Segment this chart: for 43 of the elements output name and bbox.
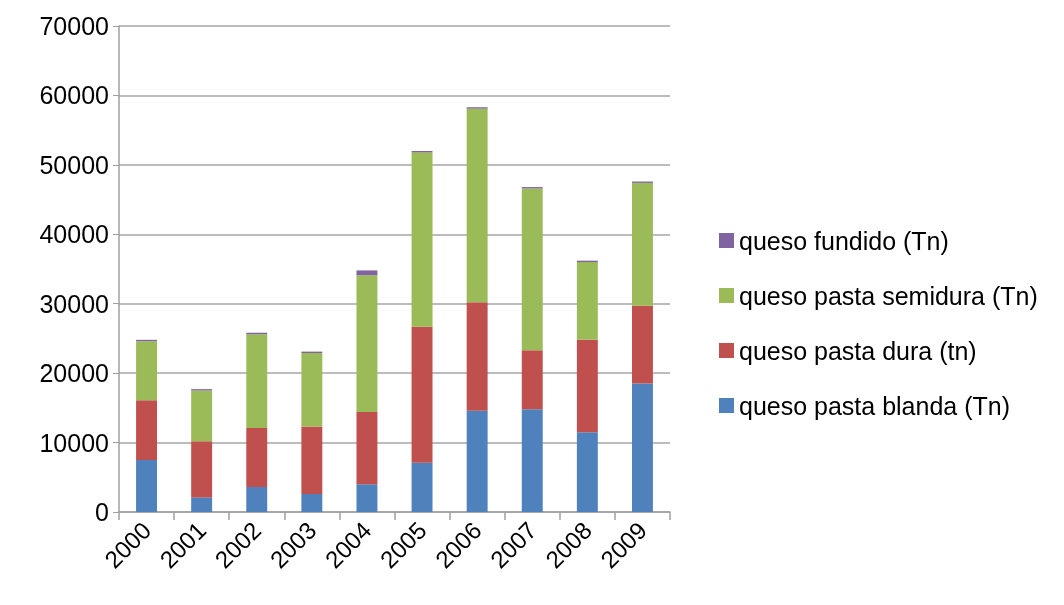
bar [246, 487, 268, 512]
legend-label: queso fundido (Tn) [739, 226, 949, 255]
bar [411, 152, 433, 327]
bar [246, 427, 268, 488]
bar [191, 441, 213, 498]
bar [356, 270, 378, 276]
y-tick-label: 0 [95, 498, 109, 526]
bar [521, 409, 543, 512]
bar [521, 188, 543, 351]
legend-label: queso pasta semidura (Tn) [739, 281, 1038, 310]
bar [136, 341, 158, 401]
legend-label: queso pasta blanda (Tn) [739, 391, 1011, 420]
bar [301, 493, 323, 512]
y-tick-label: 20000 [39, 359, 109, 388]
bar [356, 484, 378, 512]
bar [136, 400, 158, 460]
legend-label: queso pasta dura (tn) [739, 336, 977, 365]
bar [466, 108, 488, 303]
bar [356, 412, 378, 485]
bar [631, 305, 653, 384]
bar [411, 326, 433, 463]
y-tick-label: 50000 [39, 150, 109, 179]
bar [466, 302, 488, 411]
bar [136, 459, 158, 512]
bar [576, 432, 598, 512]
bar [521, 350, 543, 410]
y-tick-label: 70000 [39, 12, 109, 40]
y-tick-label: 60000 [39, 81, 109, 110]
bar [191, 497, 213, 512]
y-tick-label: 30000 [39, 289, 109, 318]
bar [301, 426, 323, 494]
bar [191, 390, 213, 442]
y-tick-label: 10000 [39, 428, 109, 457]
bar [411, 462, 433, 512]
bar [631, 182, 653, 306]
bar [631, 383, 653, 512]
bar [466, 410, 488, 512]
bar [576, 339, 598, 433]
bar [356, 275, 378, 413]
y-tick-label: 40000 [39, 220, 109, 249]
bar [576, 262, 598, 340]
bar [301, 353, 323, 427]
bar [246, 334, 268, 428]
